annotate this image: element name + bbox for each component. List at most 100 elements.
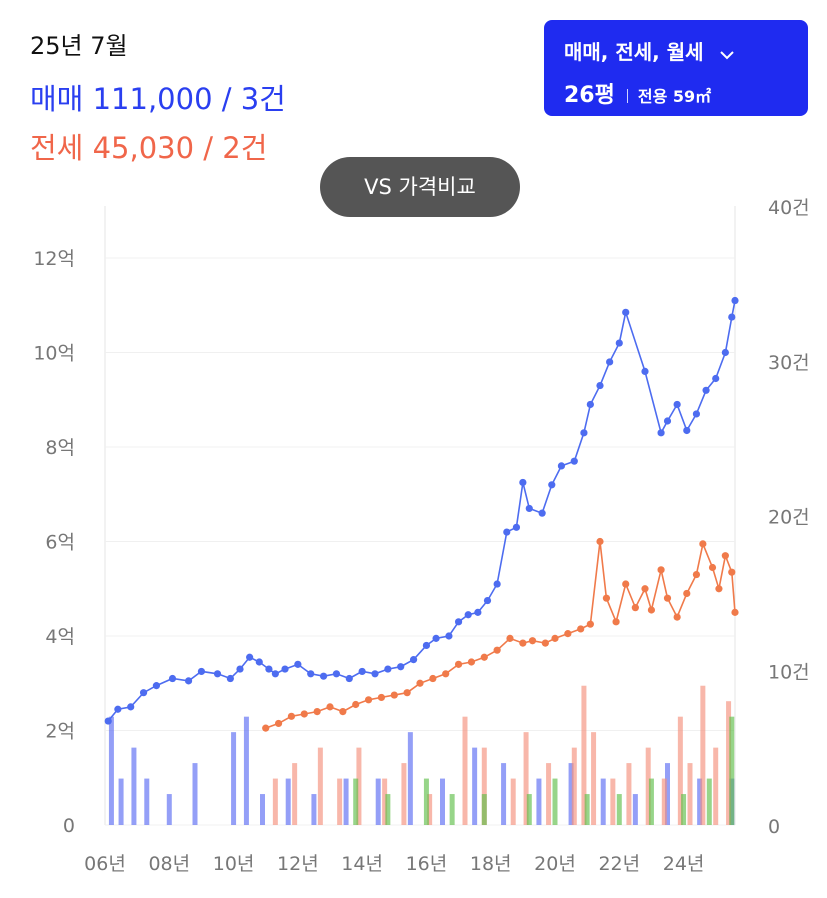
volume_monthly-bar xyxy=(423,778,429,825)
sale-point xyxy=(307,670,315,678)
jeonse-point xyxy=(564,630,572,638)
jeonse-point xyxy=(274,719,283,728)
sale-point xyxy=(139,689,148,697)
left-tick-label: 10억 xyxy=(33,343,75,365)
volume_jeonse-bar xyxy=(645,747,651,825)
jeonse-point xyxy=(403,689,411,697)
jeonse-point xyxy=(287,712,296,720)
sale-point xyxy=(184,677,193,685)
sale-point xyxy=(127,703,135,711)
jeonse-point xyxy=(390,691,398,699)
sale-point xyxy=(483,596,492,605)
volume_sale-bar xyxy=(131,747,137,825)
jeonse-point xyxy=(313,708,321,716)
sale-point xyxy=(657,429,665,437)
left-tick-label: 0 xyxy=(63,815,75,837)
volume_sale-bar xyxy=(285,778,291,825)
jeonse-point xyxy=(364,696,373,704)
sale-point xyxy=(503,528,511,536)
jeonse-point xyxy=(612,618,620,626)
sale-point xyxy=(557,462,566,470)
jeonse-point xyxy=(641,585,649,593)
sale-point xyxy=(236,665,244,673)
volume_monthly-bar xyxy=(648,778,654,825)
x-tick-label: 06년 xyxy=(84,853,126,875)
volume_monthly-bar xyxy=(385,794,391,825)
sale-point xyxy=(332,670,341,678)
volume_sale-bar xyxy=(108,716,114,825)
jeonse-point xyxy=(300,710,308,718)
sale-point xyxy=(548,481,556,489)
sale-point xyxy=(409,656,418,664)
sale-point xyxy=(615,339,623,347)
sale-summary: 매매 111,000 / 3건 xyxy=(30,76,286,118)
sale-point xyxy=(226,674,234,683)
sale-point xyxy=(432,634,440,642)
sale-point xyxy=(641,367,649,375)
volume_sale-bar xyxy=(568,763,574,825)
volume_sale-bar xyxy=(536,778,542,825)
filter-size-label: 26평 xyxy=(564,83,615,108)
jeonse-point xyxy=(429,674,437,683)
left-tick-label: 2억 xyxy=(45,721,75,743)
sale-value: 111,000 / 3건 xyxy=(92,82,286,116)
jeonse-point xyxy=(480,653,488,661)
sale-point xyxy=(255,658,263,666)
filter-dropdown-button[interactable]: 매매, 전세, 월세 26평 전용 59㎡ xyxy=(544,20,808,116)
jeonse-point xyxy=(631,604,639,612)
x-tick-label: 22년 xyxy=(598,853,640,875)
volume_sale-bar xyxy=(440,778,445,825)
sale-label: 매매 xyxy=(30,82,84,116)
jeonse-point xyxy=(647,606,656,614)
jeonse-point xyxy=(728,568,736,576)
volume_jeonse-bar xyxy=(510,778,516,825)
volume_sale-bar xyxy=(665,763,670,825)
volume_jeonse-bar xyxy=(481,747,487,825)
sale-point xyxy=(596,381,604,390)
jeonse-point xyxy=(551,634,559,642)
sale-point xyxy=(586,400,594,409)
sale-point xyxy=(580,429,588,437)
jeonse-point xyxy=(683,589,691,598)
jeonse-summary: 전세 45,030 / 2건 xyxy=(30,125,267,167)
sale-point xyxy=(168,674,177,683)
volume_sale-bar xyxy=(501,763,507,825)
sale-point xyxy=(538,509,546,517)
sale-point xyxy=(570,457,578,465)
jeonse-point xyxy=(519,639,527,647)
volume_sale-bar xyxy=(192,763,198,825)
jeonse-point xyxy=(528,637,537,645)
x-tick-label: 18년 xyxy=(470,853,512,875)
volume_jeonse-bar xyxy=(401,763,407,825)
volume_jeonse-bar xyxy=(581,685,587,825)
volume_sale-bar xyxy=(343,778,349,825)
sale-point xyxy=(265,665,273,673)
volume_sale-bar xyxy=(311,794,317,825)
volume_jeonse-bar xyxy=(677,716,683,825)
jeonse-point xyxy=(622,580,630,588)
volume_jeonse-bar xyxy=(292,763,298,825)
volume_monthly-bar xyxy=(526,794,532,825)
jeonse-point xyxy=(721,552,729,560)
jeonse-point xyxy=(339,708,347,716)
sale-point xyxy=(114,705,122,713)
jeonse-point xyxy=(352,700,360,709)
jeonse-point xyxy=(708,563,717,572)
filter-size-row: 26평 전용 59㎡ xyxy=(564,77,711,109)
sale-point xyxy=(606,358,614,366)
x-tick-label: 10년 xyxy=(213,853,255,875)
jeonse-point xyxy=(596,537,604,546)
volume_sale-bar xyxy=(231,732,237,825)
sale-point xyxy=(493,580,501,588)
left-tick-label: 4억 xyxy=(45,626,75,648)
jeonse-label: 전세 xyxy=(30,131,84,165)
jeonse-point xyxy=(586,620,594,628)
volume_monthly-bar xyxy=(584,794,590,825)
compare-price-button[interactable]: VS 가격비교 xyxy=(320,157,520,217)
jeonse-point xyxy=(541,639,549,647)
volume_sale-bar xyxy=(697,778,703,825)
volume_jeonse-bar xyxy=(356,747,362,825)
sale-point xyxy=(512,523,521,531)
sale-point xyxy=(422,641,431,650)
sale-point xyxy=(622,308,630,316)
